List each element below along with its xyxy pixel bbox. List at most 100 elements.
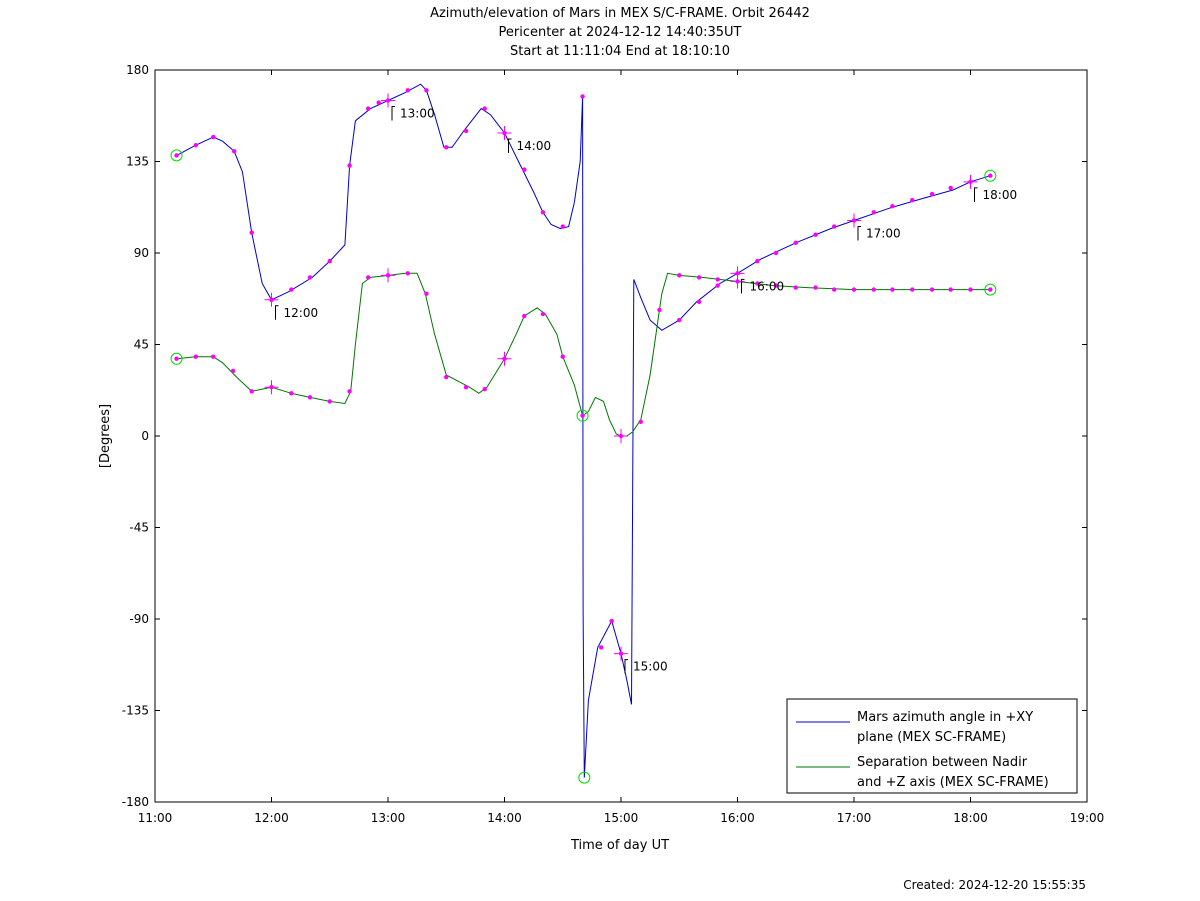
hour-cross-marker	[264, 380, 279, 395]
chart-title-line-2: Pericenter at 2024-12-12 14:40:35UT	[498, 25, 741, 40]
data-marker	[174, 356, 179, 361]
series-line-azimuth	[176, 83, 991, 778]
y-tick-label: -135	[122, 704, 149, 718]
y-tick-label: 135	[126, 155, 149, 169]
data-marker	[540, 311, 546, 317]
endpoint-circle	[984, 283, 997, 296]
data-marker	[347, 389, 352, 394]
data-marker	[773, 283, 779, 288]
x-axis-ticks: 11:00 12:00 13:00 14:00 15:00 16:00 17:00 18:00…	[138, 70, 1105, 825]
hour-cross-marker	[614, 429, 628, 443]
data-marker	[657, 307, 662, 313]
hour-cross-marker	[381, 93, 395, 108]
legend-label-separation-line-2: and +Z axis (MEX SC-FRAME)	[857, 775, 1049, 790]
data-marker	[968, 287, 973, 292]
hour-cross-marker	[497, 351, 512, 366]
data-marker	[988, 287, 993, 292]
data-marker	[677, 317, 682, 323]
data-marker	[424, 88, 429, 93]
time-label-leader	[974, 187, 978, 202]
data-marker	[249, 389, 254, 394]
data-marker	[424, 291, 429, 296]
data-marker	[307, 395, 313, 400]
data-marker	[444, 374, 449, 380]
data-marker	[327, 258, 332, 264]
data-marker	[609, 618, 614, 624]
data-marker	[793, 285, 798, 290]
time-label-leader	[275, 305, 279, 320]
x-tick-label: 17:00	[837, 811, 872, 825]
data-marker	[444, 145, 449, 150]
chart-title-line-1: Azimuth/elevation of Mars in MEX S/C-FRA…	[430, 6, 810, 21]
chart-title-line-3: Start at 11:11:04 End at 18:10:10	[510, 44, 730, 59]
data-marker	[482, 387, 487, 392]
series-layer	[176, 83, 991, 778]
data-marker	[696, 275, 702, 280]
hour-cross-marker	[963, 174, 978, 189]
series-line-separation	[176, 272, 991, 437]
x-tick-label: 16:00	[720, 811, 755, 825]
data-marker	[638, 419, 644, 424]
chart-title: Azimuth/elevation of Mars in MEX S/C-FRA…	[430, 6, 810, 59]
data-marker	[193, 143, 198, 148]
data-marker	[890, 287, 895, 292]
data-marker	[929, 287, 935, 292]
time-label: 17:00	[866, 226, 901, 240]
data-marker	[948, 287, 953, 292]
data-marker	[174, 153, 179, 158]
time-label: 13:00	[400, 107, 435, 121]
data-marker	[910, 287, 915, 292]
data-marker	[289, 287, 294, 292]
time-label: 18:00	[983, 188, 1018, 202]
data-marker	[929, 191, 935, 197]
x-tick-label: 12:00	[254, 811, 289, 825]
legend-box	[786, 698, 1078, 794]
time-label-leader	[391, 106, 395, 121]
data-marker	[405, 271, 411, 276]
data-marker	[376, 100, 381, 105]
time-label-layer: 12:00 13:00 14:00 15:00 16:00 17:00 18:00	[275, 106, 1018, 674]
data-marker	[696, 299, 702, 304]
data-marker	[813, 232, 818, 237]
endpoint-circle	[170, 149, 183, 162]
x-tick-label: 18:00	[953, 811, 988, 825]
time-label-leader	[508, 138, 512, 154]
endpoint-circle	[578, 771, 591, 784]
hour-cross-marker	[497, 126, 512, 141]
x-tick-label: 14:00	[487, 811, 522, 825]
y-axis-ticks: 180 135 90 45 0 -45 -90 -135 -180	[122, 63, 1087, 809]
x-tick-label: 19:00	[1070, 811, 1105, 825]
data-marker	[715, 277, 720, 282]
legend-label-azimuth-line-2: plane (MEX SC-FRAME)	[857, 730, 1006, 745]
data-marker	[560, 354, 565, 359]
data-marker	[522, 167, 527, 172]
data-marker	[988, 173, 993, 178]
time-label: 16:00	[750, 279, 785, 293]
time-label: 12:00	[284, 306, 319, 320]
data-marker	[755, 258, 760, 264]
data-marker	[773, 250, 779, 256]
data-marker	[232, 149, 237, 154]
data-marker	[365, 275, 371, 280]
time-label: 14:00	[517, 139, 552, 153]
x-axis-label: Time of day UT	[570, 838, 669, 853]
data-marker	[890, 204, 895, 209]
time-label-leader	[624, 659, 628, 674]
endpoint-circle	[170, 352, 183, 365]
y-tick-label: -45	[129, 521, 149, 535]
data-marker	[463, 128, 469, 134]
y-tick-label: -180	[122, 795, 149, 809]
data-marker	[813, 285, 818, 290]
x-tick-label: 11:00	[138, 811, 173, 825]
data-marker	[910, 197, 915, 203]
hour-cross-marker	[730, 274, 745, 289]
hour-cross-marker	[847, 213, 861, 228]
created-timestamp: Created: 2024-12-20 15:55:35	[903, 878, 1086, 892]
x-tick-label: 13:00	[371, 811, 406, 825]
time-label-leader	[857, 225, 861, 241]
data-marker	[831, 287, 837, 292]
data-marker	[598, 645, 604, 650]
time-label-leader	[741, 278, 745, 294]
data-marker	[522, 313, 527, 319]
